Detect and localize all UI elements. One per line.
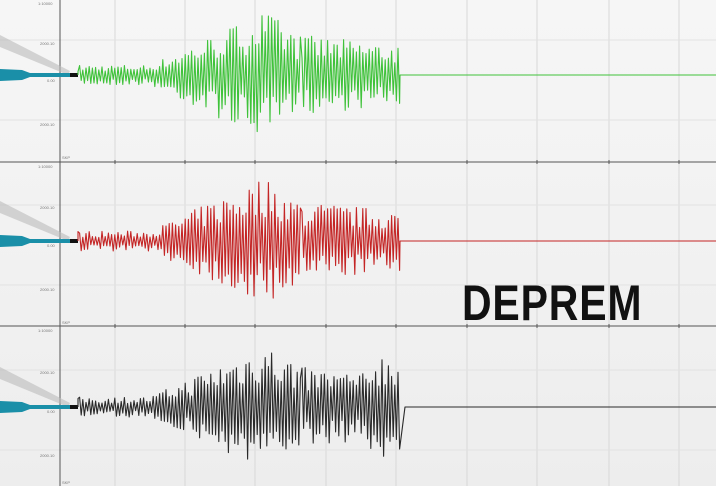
- scale-label: 1:10000: [38, 328, 53, 333]
- stylus-tip-icon: [70, 405, 78, 409]
- zero-label: 0.00: [47, 78, 55, 83]
- stylus-tip-icon: [70, 239, 78, 243]
- stylus-icon: [0, 69, 72, 81]
- lower-label: 2000.10: [40, 453, 55, 458]
- axis-label: SKP: [62, 320, 71, 325]
- scale-label: 1:10000: [38, 1, 53, 6]
- lower-label: 2000.10: [40, 287, 55, 292]
- stylus-arm-icon: [0, 35, 70, 75]
- upper-label: 2000.10: [40, 370, 55, 375]
- upper-label: 2000.10: [40, 205, 55, 210]
- zero-label: 0.00: [47, 243, 55, 248]
- axis-label: SKP: [62, 480, 71, 485]
- seismic-trace-bottom: [77, 352, 716, 460]
- seismic-trace-top: [77, 15, 716, 133]
- title-text: DEPREM: [462, 275, 643, 331]
- stylus-tip-icon: [70, 73, 78, 77]
- lower-label: 2000.10: [40, 122, 55, 127]
- axis-label: SKP: [62, 155, 71, 160]
- stylus-arm-icon: [0, 367, 70, 407]
- zero-label: 0.00: [47, 409, 55, 414]
- scale-label: 1:10000: [38, 164, 53, 169]
- stylus-icon: [0, 401, 72, 413]
- seismic-trace-middle: [77, 181, 716, 299]
- stylus-icon: [0, 235, 72, 247]
- upper-label: 2000.10: [40, 41, 55, 46]
- stylus-arm-icon: [0, 201, 70, 241]
